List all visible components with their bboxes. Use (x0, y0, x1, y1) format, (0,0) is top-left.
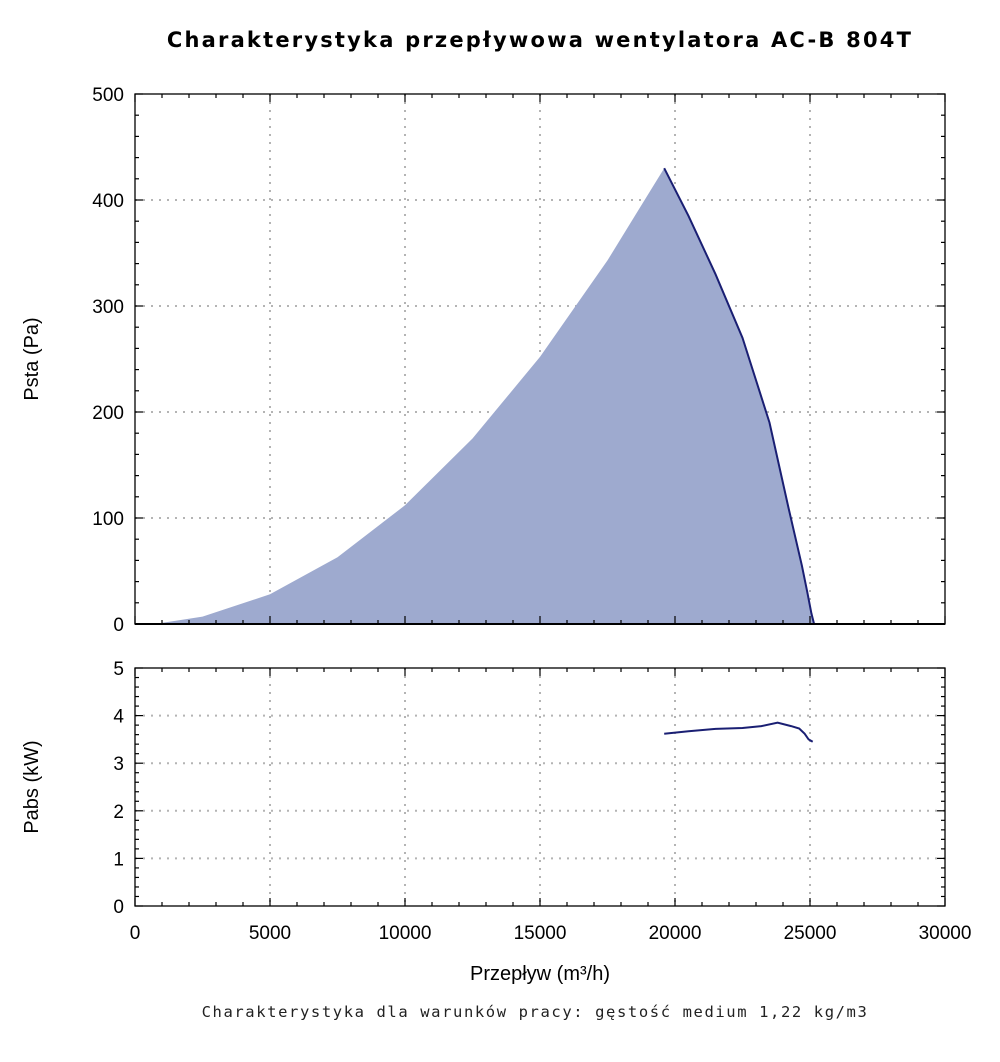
power-y-tick-label: 1 (113, 849, 124, 870)
pressure-y-tick-labels: 0 100 200 300 400 500 (92, 85, 124, 636)
x-tick-label: 15000 (514, 923, 567, 944)
power-y-tick-label: 5 (113, 659, 124, 680)
footnote: Charakterystyka dla warunków pracy: gęst… (202, 1003, 869, 1021)
x-tick-label: 30000 (919, 923, 972, 944)
power-curve-line (664, 721, 814, 743)
pressure-y-tick-label: 300 (92, 297, 124, 318)
fan-curve-line (663, 167, 816, 625)
pressure-y-tick-label: 400 (92, 191, 124, 212)
x-tick-label: 25000 (784, 923, 837, 944)
x-axis-label: Przepływ (m³/h) (470, 963, 610, 985)
power-ticks (134, 667, 946, 907)
pressure-y-tick-label: 500 (92, 85, 124, 106)
pressure-frame (134, 93, 946, 625)
pressure-area (162, 168, 815, 624)
power-frame (134, 667, 946, 907)
power-y-tick-labels: 0 1 2 3 4 5 (113, 659, 124, 918)
pressure-y-tick-label: 200 (92, 403, 124, 424)
x-tick-labels: 0 5000 10000 15000 20000 25000 30000 (130, 923, 972, 944)
pressure-plot: 0 100 200 300 400 500 Psta (Pa) (21, 85, 946, 636)
power-grid (135, 668, 945, 906)
x-tick-label: 20000 (649, 923, 702, 944)
x-tick-label: 5000 (249, 923, 291, 944)
power-y-tick-label: 3 (113, 754, 124, 775)
pressure-y-tick-label: 0 (113, 615, 124, 636)
x-tick-label: 10000 (379, 923, 432, 944)
power-y-tick-label: 4 (113, 707, 124, 728)
power-plot: 0 1 2 3 4 5 0 5000 10000 15000 20000 25000 30000 Pa… (21, 659, 971, 985)
x-tick-label: 0 (130, 923, 141, 944)
pressure-y-tick-label: 100 (92, 509, 124, 530)
pressure-y-axis-label: Psta (Pa) (21, 317, 43, 400)
power-y-axis-label: Pabs (kW) (21, 740, 43, 833)
chart-title: Charakterystyka przepływowa wentylatora … (167, 28, 913, 52)
power-y-tick-label: 0 (113, 897, 124, 918)
power-y-tick-label: 2 (113, 802, 124, 823)
